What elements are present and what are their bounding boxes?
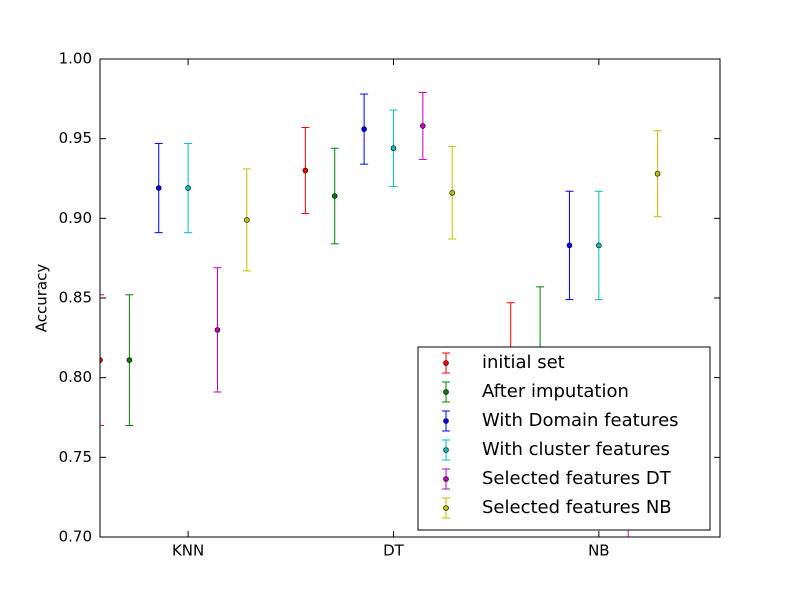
point bbox=[155, 185, 162, 191]
x-tick-label: KNN bbox=[172, 542, 204, 560]
error-bar bbox=[100, 294, 104, 426]
point bbox=[214, 327, 221, 333]
legend-marker bbox=[443, 447, 449, 453]
legend-marker bbox=[443, 360, 449, 366]
x-tick-label: NB bbox=[588, 542, 610, 560]
point bbox=[420, 123, 426, 129]
legend-label: With cluster features bbox=[482, 439, 670, 460]
legend-label: Selected features NB bbox=[482, 497, 672, 518]
legend-marker bbox=[443, 418, 449, 424]
point bbox=[361, 126, 367, 132]
point bbox=[302, 167, 309, 174]
legend-marker bbox=[443, 505, 449, 511]
legend-marker bbox=[443, 476, 449, 482]
y-tick-label: 0.85 bbox=[59, 289, 92, 307]
legend-marker bbox=[443, 389, 449, 395]
y-tick-label: 1.00 bbox=[59, 50, 92, 68]
legend: initial set After imputation With Domain f… bbox=[417, 346, 711, 531]
legend-label: initial set bbox=[482, 352, 565, 373]
x-tick-label: DT bbox=[383, 542, 405, 560]
legend-label: Selected features DT bbox=[482, 468, 672, 489]
y-tick-label: 0.75 bbox=[59, 448, 92, 466]
point bbox=[626, 550, 631, 555]
point bbox=[185, 185, 191, 191]
point bbox=[126, 357, 133, 363]
y-tick-label: 0.95 bbox=[59, 129, 92, 147]
point bbox=[100, 357, 103, 363]
point bbox=[244, 217, 250, 223]
point bbox=[390, 145, 397, 152]
point bbox=[331, 193, 338, 199]
legend-label: After imputation bbox=[482, 381, 629, 402]
legend-box bbox=[417, 346, 711, 531]
y-tick-label: 0.90 bbox=[59, 209, 92, 227]
point bbox=[449, 190, 456, 196]
legend-label: With Domain features bbox=[482, 410, 679, 431]
point bbox=[654, 170, 661, 177]
point bbox=[566, 242, 573, 249]
y-axis-label: Accuracy bbox=[33, 264, 51, 333]
y-tick-label: 0.70 bbox=[59, 528, 92, 546]
ticks: 0.70 0.75 0.80 0.85 0.90 0.95 1.00 KNN DT NB bbox=[59, 50, 720, 560]
y-tick-label: 0.80 bbox=[59, 368, 92, 386]
point bbox=[596, 242, 602, 249]
